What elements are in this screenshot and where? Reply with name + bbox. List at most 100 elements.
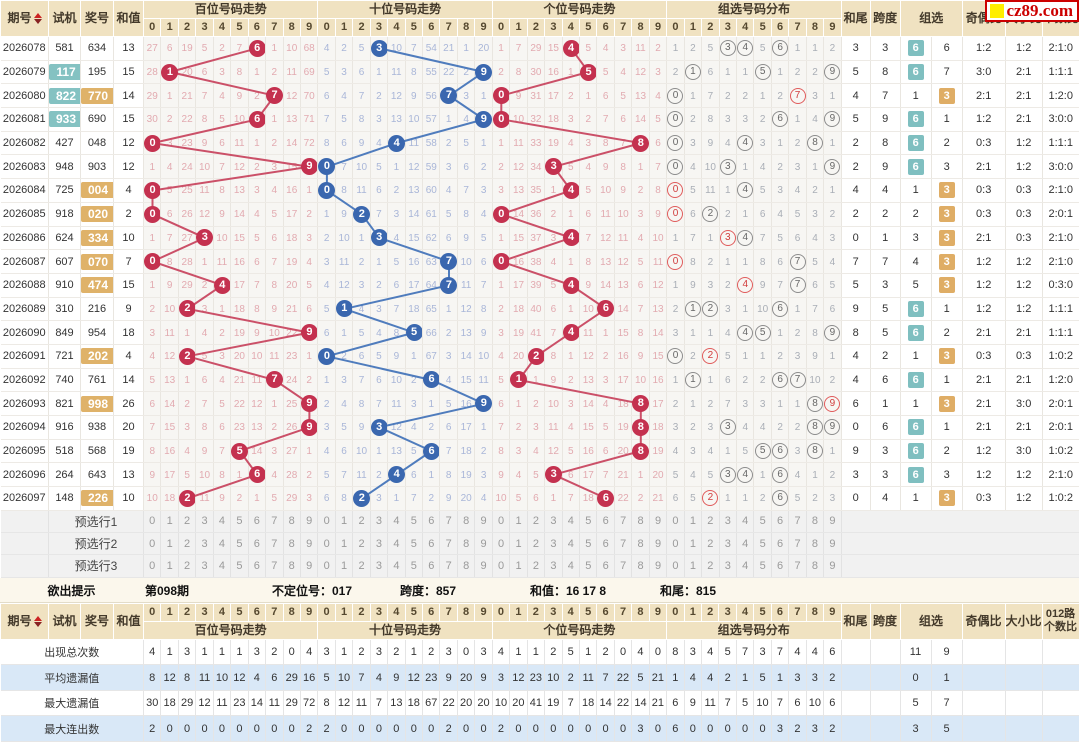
preselect-digit[interactable]: 1 — [161, 533, 178, 555]
preselect-digit[interactable]: 9 — [824, 555, 841, 577]
preselect-digit[interactable]: 2 — [353, 510, 370, 532]
preselect-digit[interactable]: 1 — [161, 510, 178, 532]
preselect-digit[interactable]: 8 — [806, 555, 823, 577]
preselect-digit[interactable]: 8 — [283, 555, 300, 577]
preselect-digit[interactable]: 5 — [405, 555, 422, 577]
preselect-digit[interactable]: 7 — [440, 510, 457, 532]
preselect-digit[interactable]: 3 — [196, 555, 213, 577]
preselect-digit[interactable]: 6 — [248, 510, 265, 532]
preselect-digit[interactable]: 4 — [213, 555, 230, 577]
preselect-digit[interactable]: 1 — [335, 555, 352, 577]
preselect-digit[interactable]: 1 — [335, 510, 352, 532]
preselect-digit[interactable]: 4 — [213, 510, 230, 532]
preselect-digit[interactable]: 5 — [754, 510, 771, 532]
preselect-digit[interactable]: 7 — [614, 533, 631, 555]
preselect-digit[interactable]: 2 — [527, 510, 544, 532]
preselect-digit[interactable]: 4 — [562, 533, 579, 555]
preselect-digit[interactable]: 5 — [231, 555, 248, 577]
preselect-digit[interactable]: 3 — [719, 510, 736, 532]
header-issue[interactable]: 期号 — [1, 1, 49, 37]
preselect-digit[interactable]: 4 — [562, 510, 579, 532]
preselect-digit[interactable]: 2 — [702, 510, 719, 532]
preselect-digit[interactable]: 4 — [388, 510, 405, 532]
preselect-digit[interactable]: 2 — [353, 533, 370, 555]
preselect-digit[interactable]: 5 — [580, 510, 597, 532]
preselect-digit[interactable]: 9 — [300, 555, 317, 577]
preselect-digit[interactable]: 7 — [614, 555, 631, 577]
preselect-digit[interactable]: 9 — [475, 555, 492, 577]
preselect-digit[interactable]: 1 — [684, 555, 701, 577]
preselect-digit[interactable]: 1 — [335, 533, 352, 555]
preselect-digit[interactable]: 8 — [632, 510, 649, 532]
preselect-digit[interactable]: 8 — [806, 510, 823, 532]
preselect-digit[interactable]: 7 — [266, 510, 283, 532]
preselect-digit[interactable]: 9 — [824, 510, 841, 532]
preselect-digit[interactable]: 9 — [649, 555, 666, 577]
preselect-digit[interactable]: 9 — [824, 533, 841, 555]
preselect-digit[interactable]: 3 — [719, 533, 736, 555]
preselect-digit[interactable]: 6 — [597, 533, 614, 555]
preselect-digit[interactable]: 7 — [614, 510, 631, 532]
preselect-digit[interactable]: 8 — [632, 555, 649, 577]
preselect-digit[interactable]: 3 — [370, 510, 387, 532]
preselect-digit[interactable]: 7 — [789, 555, 806, 577]
preselect-digit[interactable]: 9 — [300, 533, 317, 555]
preselect-digit[interactable]: 8 — [283, 510, 300, 532]
preselect-digit[interactable]: 5 — [405, 510, 422, 532]
preselect-digit[interactable]: 4 — [737, 510, 754, 532]
preselect-digit[interactable]: 0 — [144, 510, 161, 532]
preselect-digit[interactable]: 9 — [475, 510, 492, 532]
preselect-digit[interactable]: 2 — [702, 533, 719, 555]
preselect-digit[interactable]: 2 — [527, 555, 544, 577]
preselect-digit[interactable]: 7 — [789, 510, 806, 532]
preselect-digit[interactable]: 7 — [789, 533, 806, 555]
preselect-digit[interactable]: 4 — [213, 533, 230, 555]
preselect-digit[interactable]: 8 — [283, 533, 300, 555]
preselect-digit[interactable]: 5 — [405, 533, 422, 555]
preselect-digit[interactable]: 1 — [684, 510, 701, 532]
preselect-digit[interactable]: 0 — [492, 533, 509, 555]
preselect-digit[interactable]: 4 — [388, 533, 405, 555]
preselect-digit[interactable]: 0 — [667, 533, 684, 555]
preselect-digit[interactable]: 1 — [510, 533, 527, 555]
preselect-digit[interactable]: 0 — [492, 510, 509, 532]
preselect-digit[interactable]: 6 — [771, 510, 788, 532]
preselect-digit[interactable]: 7 — [440, 533, 457, 555]
preselect-digit[interactable]: 5 — [580, 533, 597, 555]
preselect-digit[interactable]: 6 — [248, 533, 265, 555]
preselect-digit[interactable]: 5 — [231, 533, 248, 555]
preselect-digit[interactable]: 9 — [649, 533, 666, 555]
preselect-digit[interactable]: 0 — [144, 533, 161, 555]
preselect-digit[interactable]: 3 — [545, 533, 562, 555]
preselect-digit[interactable]: 6 — [597, 510, 614, 532]
preselect-digit[interactable]: 0 — [667, 555, 684, 577]
preselect-digit[interactable]: 4 — [388, 555, 405, 577]
preselect-digit[interactable]: 3 — [196, 510, 213, 532]
b-header-issue[interactable]: 期号 — [1, 603, 49, 639]
preselect-digit[interactable]: 6 — [597, 555, 614, 577]
preselect-digit[interactable]: 7 — [266, 555, 283, 577]
preselect-digit[interactable]: 8 — [457, 510, 474, 532]
preselect-digit[interactable]: 8 — [632, 533, 649, 555]
preselect-digit[interactable]: 3 — [545, 555, 562, 577]
preselect-digit[interactable]: 4 — [737, 555, 754, 577]
preselect-digit[interactable]: 8 — [457, 555, 474, 577]
preselect-digit[interactable]: 9 — [300, 510, 317, 532]
preselect-digit[interactable]: 1 — [510, 510, 527, 532]
preselect-digit[interactable]: 4 — [737, 533, 754, 555]
preselect-digit[interactable]: 5 — [754, 555, 771, 577]
preselect-digit[interactable]: 2 — [178, 510, 195, 532]
site-logo[interactable]: cz89.com — [985, 0, 1079, 22]
preselect-digit[interactable]: 0 — [318, 510, 335, 532]
preselect-digit[interactable]: 7 — [440, 555, 457, 577]
preselect-digit[interactable]: 3 — [545, 510, 562, 532]
preselect-digit[interactable]: 7 — [266, 533, 283, 555]
preselect-digit[interactable]: 0 — [667, 510, 684, 532]
preselect-digit[interactable]: 0 — [318, 533, 335, 555]
preselect-digit[interactable]: 2 — [178, 555, 195, 577]
preselect-digit[interactable]: 1 — [161, 555, 178, 577]
preselect-digit[interactable]: 0 — [144, 555, 161, 577]
preselect-digit[interactable]: 9 — [475, 533, 492, 555]
preselect-digit[interactable]: 1 — [684, 533, 701, 555]
preselect-digit[interactable]: 0 — [492, 555, 509, 577]
